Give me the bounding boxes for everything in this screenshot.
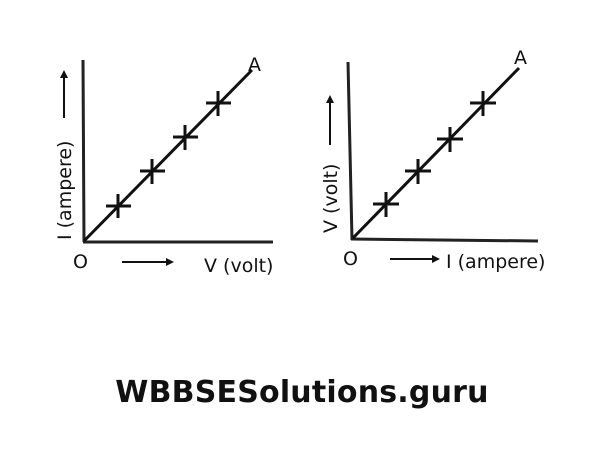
left-y-axis xyxy=(81,59,86,243)
left-origin-label: O xyxy=(73,251,88,273)
right-origin-label: O xyxy=(343,248,358,270)
data-point-marker xyxy=(437,127,463,152)
left-line-oa xyxy=(82,68,254,243)
left-x-axis-label: V (volt) xyxy=(204,255,273,277)
right-graph: A O I (ampere) V (volt) xyxy=(320,47,545,273)
data-point-marker xyxy=(405,159,431,184)
data-point-marker xyxy=(173,125,198,150)
data-point-marker xyxy=(106,194,131,218)
right-y-axis xyxy=(346,61,354,241)
left-line-label: A xyxy=(248,54,261,76)
right-line-oa xyxy=(351,66,521,240)
right-x-axis-label: I (ampere) xyxy=(446,251,545,273)
right-y-axis-label: V (volt) xyxy=(320,164,342,233)
data-point-marker xyxy=(373,192,399,217)
right-data-points xyxy=(373,91,496,217)
left-y-axis-label: I (ampere) xyxy=(54,141,76,240)
data-point-marker xyxy=(470,91,496,116)
right-x-axis xyxy=(350,237,539,243)
right-line-label: A xyxy=(514,47,527,69)
data-point-marker xyxy=(206,91,231,116)
data-point-marker xyxy=(140,159,165,184)
left-data-points xyxy=(106,91,231,218)
left-graph: A O V (volt) I (ampere) xyxy=(54,54,273,277)
watermark-text: WBBSESolutions.guru xyxy=(115,375,489,410)
